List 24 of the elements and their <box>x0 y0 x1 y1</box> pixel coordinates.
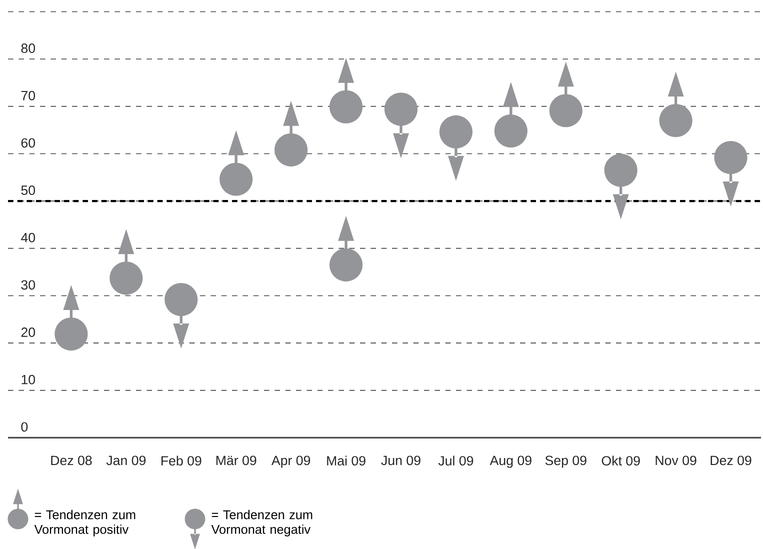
x-tick-label: Okt 09 <box>602 456 640 466</box>
y-tick-label: 40 <box>21 232 36 242</box>
y-tick-label: 0 <box>21 422 28 432</box>
y-tick-label: 60 <box>21 138 36 148</box>
legend-label: = Tendenzen zum Vormonat positiv <box>34 510 136 536</box>
x-tick-label: Sep 09 <box>545 456 586 468</box>
x-tick-label: Jan 09 <box>106 456 146 465</box>
y-tick-label: 70 <box>21 90 36 100</box>
legend-label: = Tendenzen zum Vormonat negativ <box>211 510 312 536</box>
x-tick-label: Dez 08 <box>51 456 92 465</box>
x-tick-label: Jul 09 <box>438 456 474 466</box>
x-tick-label: Nov 09 <box>656 456 696 465</box>
y-tick-label: 10 <box>22 374 36 384</box>
x-tick-label: Dez 09 <box>710 456 752 465</box>
y-tick-label: 80 <box>21 43 36 53</box>
x-tick-label: Jun 09 <box>381 456 420 465</box>
y-tick-label: 30 <box>21 280 36 290</box>
x-tick-label: Mär 09 <box>216 456 256 465</box>
x-tick-label: Feb 09 <box>161 456 202 466</box>
x-tick-label: Aug 09 <box>490 456 532 468</box>
x-tick-label: Mai 09 <box>327 456 366 466</box>
x-tick-label: Apr 09 <box>271 456 310 468</box>
y-tick-label: 50 <box>21 185 36 195</box>
y-tick-label: 20 <box>21 327 36 337</box>
